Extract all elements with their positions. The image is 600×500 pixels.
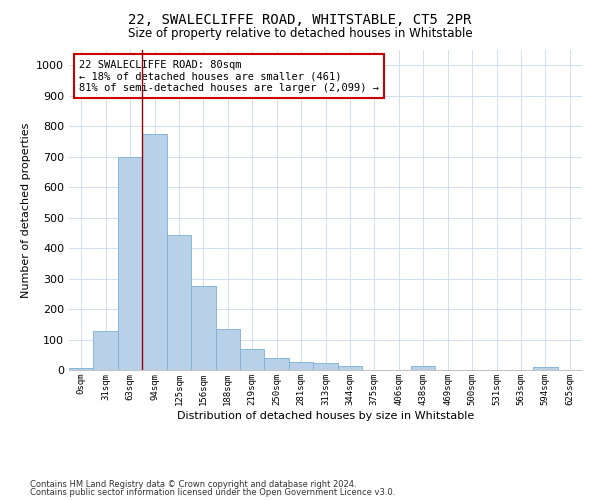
Bar <box>142 134 167 370</box>
Bar <box>289 362 313 370</box>
Bar <box>167 235 191 370</box>
Text: Contains HM Land Registry data © Crown copyright and database right 2024.: Contains HM Land Registry data © Crown c… <box>30 480 356 489</box>
Bar <box>191 286 215 370</box>
Bar <box>94 331 118 370</box>
Bar <box>240 348 265 370</box>
Bar <box>69 368 94 370</box>
Bar <box>533 367 557 370</box>
Bar <box>215 330 240 370</box>
Text: 22 SWALECLIFFE ROAD: 80sqm
← 18% of detached houses are smaller (461)
81% of sem: 22 SWALECLIFFE ROAD: 80sqm ← 18% of deta… <box>79 60 379 93</box>
Text: Contains public sector information licensed under the Open Government Licence v3: Contains public sector information licen… <box>30 488 395 497</box>
X-axis label: Distribution of detached houses by size in Whitstable: Distribution of detached houses by size … <box>177 410 474 420</box>
Y-axis label: Number of detached properties: Number of detached properties <box>20 122 31 298</box>
Bar <box>118 156 142 370</box>
Text: 22, SWALECLIFFE ROAD, WHITSTABLE, CT5 2PR: 22, SWALECLIFFE ROAD, WHITSTABLE, CT5 2P… <box>128 12 472 26</box>
Bar <box>411 366 436 370</box>
Bar <box>338 366 362 370</box>
Bar <box>265 358 289 370</box>
Bar <box>313 364 338 370</box>
Text: Size of property relative to detached houses in Whitstable: Size of property relative to detached ho… <box>128 28 472 40</box>
